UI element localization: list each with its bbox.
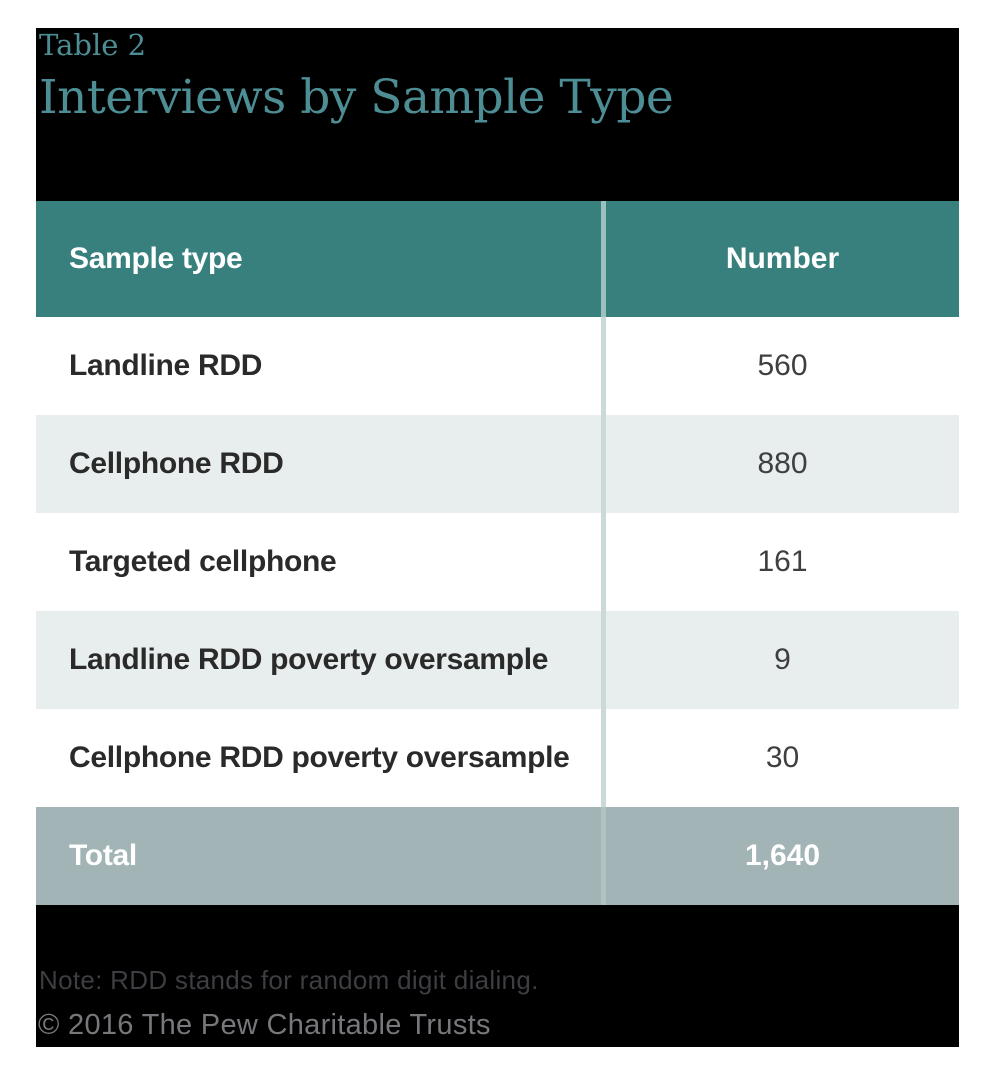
column-divider	[601, 201, 606, 317]
figure-title: Interviews by Sample Type	[39, 70, 674, 126]
column-divider	[601, 807, 606, 905]
row-label: Landline RDD poverty oversample	[69, 643, 549, 676]
table-row: Cellphone RDD poverty oversample 30	[36, 709, 959, 807]
table-number-label: Table 2	[39, 28, 147, 62]
table-row: Cellphone RDD 880	[36, 415, 959, 513]
row-value: 9	[774, 643, 791, 676]
column-divider	[601, 317, 606, 415]
column-divider	[601, 611, 606, 709]
row-label: Cellphone RDD	[69, 447, 284, 480]
copyright-line: © 2016 The Pew Charitable Trusts	[38, 1009, 491, 1041]
header-sample-type: Sample type	[69, 242, 243, 275]
row-value: 161	[757, 545, 808, 578]
row-value: 560	[757, 349, 808, 382]
column-divider	[601, 513, 606, 611]
total-value: 1,640	[744, 839, 821, 872]
interviews-table: Sample type Number Landline RDD 560 Cell…	[36, 201, 959, 905]
row-value: 880	[757, 447, 808, 480]
column-divider	[601, 709, 606, 807]
table-row: Targeted cellphone 161	[36, 513, 959, 611]
header-number: Number	[725, 242, 840, 275]
row-value: 30	[765, 741, 800, 774]
row-label: Targeted cellphone	[69, 545, 337, 578]
footnote: Note: RDD stands for random digit dialin…	[39, 965, 539, 995]
row-label: Landline RDD	[69, 349, 263, 382]
table-row: Landline RDD poverty oversample 9	[36, 611, 959, 709]
total-label: Total	[69, 839, 137, 872]
table-header-row: Sample type Number	[36, 201, 959, 317]
table-total-row: Total 1,640	[36, 807, 959, 905]
title-block: Table 2 Interviews by Sample Type	[39, 28, 674, 126]
table-figure-panel: Table 2 Interviews by Sample Type Sample…	[36, 28, 959, 1047]
table-row: Landline RDD 560	[36, 317, 959, 415]
row-label: Cellphone RDD poverty oversample	[69, 741, 570, 774]
column-divider	[601, 415, 606, 513]
